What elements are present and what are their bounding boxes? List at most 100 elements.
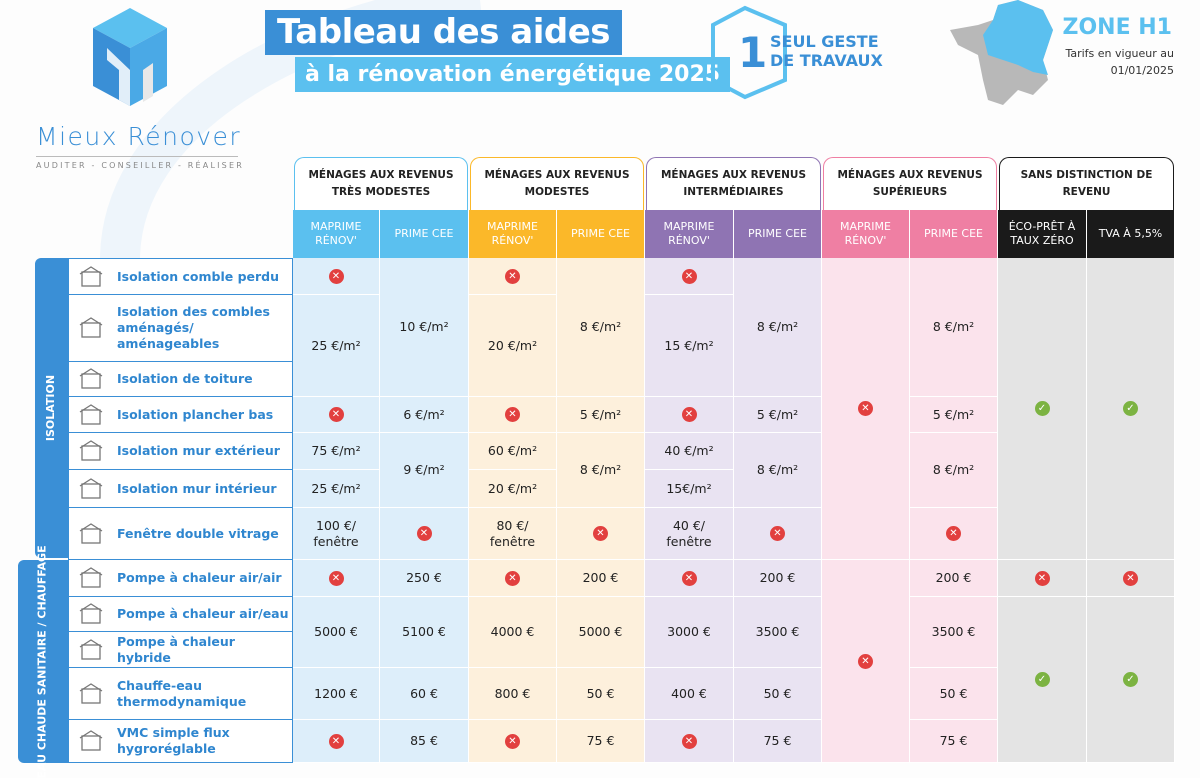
cross-icon: ✕ (858, 401, 873, 416)
aid-value: 8 €/m² (932, 319, 975, 334)
aid-cell: 75 € (910, 720, 998, 763)
column-header: PRIME CEE (557, 210, 645, 258)
row-label-text: Isolation mur intérieur (117, 480, 277, 496)
aid-value: 5 €/m² (579, 406, 622, 422)
check-icon: ✓ (1034, 672, 1050, 687)
aid-value: 400 € (671, 685, 707, 701)
aid-cell: 400 € (645, 668, 734, 720)
aid-cell: ✕ (645, 258, 734, 295)
row-label-4: Isolation plancher bas (68, 397, 293, 433)
cross-icon: ✕ (770, 526, 785, 541)
group-header: SANS DISTINCTION DE REVENU (999, 157, 1174, 210)
aid-cell: 8 €/m² (557, 258, 645, 397)
category-isolation: ISOLATION (35, 258, 68, 558)
aid-cell: 50 € (910, 668, 998, 720)
aid-cell: 10 €/m² (380, 258, 469, 397)
aid-cell: ✓ (998, 597, 1087, 763)
aid-value: 10 €/m² (399, 319, 449, 334)
brand-tagline: AUDITER - CONSEILLER - RÉALISER (36, 161, 244, 170)
aid-cell: 40 €/ fenêtre (645, 508, 734, 560)
row-label-2: Isolation des combles aménagés/ aménagea… (68, 295, 293, 362)
aid-cell: 5000 € (557, 597, 645, 668)
cross-icon: ✕ (858, 653, 873, 669)
group-header: MÉNAGES AUX REVENUS SUPÉRIEURS (823, 157, 997, 210)
aid-cell: 50 € (734, 668, 822, 720)
attic-icon (79, 265, 103, 287)
aid-value: 8 €/m² (756, 319, 799, 334)
aid-value: 800 € (494, 685, 531, 701)
aid-cell: 6 €/m² (380, 397, 469, 433)
interior-wall-icon (79, 477, 103, 499)
aid-cell: ✕ (1087, 560, 1175, 597)
aid-value: 250 € (406, 570, 442, 585)
aid-cell: ✕ (822, 258, 910, 560)
aid-value: 25 €/m² (311, 480, 361, 496)
hexagon-outline-icon (711, 5, 787, 100)
aid-cell: 5 €/m² (910, 397, 998, 433)
aid-cell: 75 € (734, 720, 822, 763)
aid-value: 9 €/m² (403, 462, 445, 477)
ventilation-icon (79, 730, 103, 751)
row-label-text: Isolation plancher bas (117, 406, 274, 422)
aid-value: 60 €/m² (487, 443, 538, 458)
aid-value: 8 €/m² (579, 319, 622, 334)
column-header: ÉCO-PRÊT À TAUX ZÉRO (998, 210, 1087, 258)
roof-icon (79, 368, 103, 389)
column-header: PRIME CEE (380, 210, 469, 258)
aid-cell: 3000 € (645, 597, 734, 668)
aid-value: 5000 € (314, 624, 358, 639)
aid-cell: 8 €/m² (734, 433, 822, 508)
zone-label: ZONE H1 (1062, 15, 1172, 40)
aid-value: 5 €/m² (756, 406, 799, 422)
aid-cell: 800 € (469, 668, 557, 720)
row-label-8: Pompe à chaleur air/air (68, 560, 293, 597)
cross-icon: ✕ (1034, 570, 1050, 586)
row-label-11: Chauffe-eau thermodynamique (68, 668, 293, 720)
cross-icon: ✕ (681, 268, 697, 284)
aid-cell: ✕ (293, 720, 380, 763)
aid-cell: ✕ (645, 397, 734, 433)
aid-value: 60 € (410, 685, 438, 701)
aid-cell: 20 €/m² (469, 470, 557, 508)
category-label: ISOLATION (44, 374, 58, 442)
check-icon: ✓ (1123, 672, 1138, 687)
aid-cell: 200 € (557, 560, 645, 597)
cross-icon: ✕ (505, 407, 520, 422)
aid-value: 3500 € (931, 624, 976, 639)
aid-cell: 85 € (380, 720, 469, 763)
check-icon: ✓ (1123, 401, 1138, 416)
aid-cell: 40 €/m² (645, 433, 734, 470)
cross-icon: ✕ (593, 526, 608, 541)
row-label-text: Isolation des combles aménagés/ aménagea… (117, 304, 270, 351)
aid-cell: 250 € (380, 560, 469, 597)
aid-value: 75 € (763, 733, 792, 748)
aid-value: 85 € (410, 733, 438, 748)
column-header: PRIME CEE (910, 210, 998, 258)
aid-value: 200 € (582, 570, 619, 585)
aid-value: 5 €/m² (932, 406, 975, 422)
badge-number: 1 (738, 28, 768, 77)
floor-icon (79, 403, 103, 425)
aid-value: 3500 € (755, 624, 800, 639)
aid-cell: ✕ (380, 508, 469, 560)
aid-cell: ✕ (645, 560, 734, 597)
aid-cell: 200 € (734, 560, 822, 597)
category-heating: EAU CHAUDE SANITAIRE / CHAUFFAGE (18, 545, 68, 778)
aid-cell: ✓ (998, 258, 1087, 560)
aid-value: 20 €/m² (487, 480, 538, 496)
tarifs-date: Tarifs en vigueur au 01/01/2025 (1065, 47, 1174, 77)
row-label-text: Isolation de toiture (117, 371, 253, 386)
aid-cell: 60 € (380, 668, 469, 720)
row-label-10: Pompe à chaleur hybride (68, 632, 293, 668)
aid-value: 80 €/ fenêtre (489, 517, 536, 549)
row-label-text: Fenêtre double vitrage (117, 525, 279, 541)
aid-cell: ✓ (1087, 597, 1175, 763)
category-label: EAU CHAUDE SANITAIRE / CHAUFFAGE (36, 544, 50, 778)
cross-icon: ✕ (328, 570, 344, 586)
aid-value: 4000 € (490, 624, 535, 639)
column-header: MAPRIME RÉNOV' (645, 210, 734, 258)
aid-cell: 5000 € (293, 597, 380, 668)
row-label-7: Fenêtre double vitrage (68, 508, 293, 560)
row-label-12: VMC simple flux hygroréglable (68, 720, 293, 763)
aid-cell: 200 € (910, 560, 998, 597)
